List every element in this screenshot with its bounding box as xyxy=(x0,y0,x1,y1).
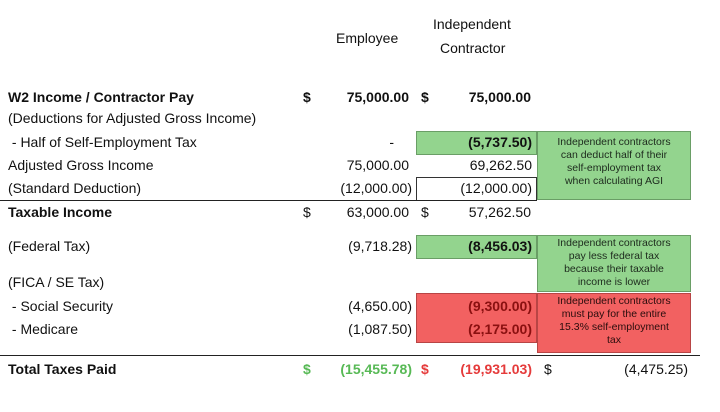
contractor-value: (2,175.00) xyxy=(468,321,532,337)
divider xyxy=(0,200,537,201)
currency: $ xyxy=(421,89,429,105)
row-label: - Social Security xyxy=(8,298,114,314)
note-line: Independent contractors xyxy=(557,237,671,249)
note-line: when calculating AGI xyxy=(564,175,664,187)
contractor-value: (19,931.03) xyxy=(460,361,532,377)
note-line: can deduct half of their xyxy=(560,149,668,161)
note-line: self-employment tax xyxy=(567,162,661,174)
contractor-value: (8,456.03) xyxy=(468,238,532,254)
employee-value: 75,000.00 xyxy=(346,89,409,105)
contractor-value: 57,262.50 xyxy=(468,204,531,220)
row-label: Adjusted Gross Income xyxy=(8,157,154,173)
note: Independent contractors must pay for the… xyxy=(538,295,690,347)
contractor-value: 75,000.00 xyxy=(468,89,531,105)
currency: $ xyxy=(421,361,429,377)
difference-value: (4,475.25) xyxy=(624,361,688,377)
employee-value: (12,000.00) xyxy=(340,180,412,196)
note-line: Independent contractors xyxy=(557,295,671,307)
employee-value: (15,455.78) xyxy=(340,361,412,377)
employee-value: (1,087.50) xyxy=(348,321,412,337)
note-line: income is lower xyxy=(577,276,651,288)
row-label: (FICA / SE Tax) xyxy=(8,274,105,290)
employee-value: 75,000.00 xyxy=(346,157,409,173)
contractor-value: (5,737.50) xyxy=(468,134,532,150)
contractor-value: (12,000.00) xyxy=(460,180,532,196)
currency: $ xyxy=(421,204,429,220)
column-header: Contractor xyxy=(440,40,506,56)
note-line: 15.3% self-employment xyxy=(559,321,669,333)
contractor-value: (9,300.00) xyxy=(468,298,532,314)
note: Independent contractors pay less federal… xyxy=(538,237,690,289)
divider xyxy=(0,355,700,356)
currency: $ xyxy=(303,361,311,377)
note-line: must pay for the entire xyxy=(561,308,667,320)
row-label: - Medicare xyxy=(8,321,79,337)
column-header: Independent xyxy=(433,16,511,32)
note-line: pay less federal tax xyxy=(568,250,660,262)
column-header: Employee xyxy=(336,30,399,46)
row-label: (Standard Deduction) xyxy=(8,180,142,196)
note-line: tax xyxy=(606,334,621,346)
row-label: Taxable Income xyxy=(8,204,113,220)
row-label: Total Taxes Paid xyxy=(8,361,117,377)
row-label: W2 Income / Contractor Pay xyxy=(8,89,194,105)
note-box xyxy=(537,131,691,200)
employee-value: (9,718.28) xyxy=(348,238,412,254)
employee-value: 63,000.00 xyxy=(346,204,409,220)
contractor-value: 69,262.50 xyxy=(469,157,532,173)
currency: $ xyxy=(544,361,552,377)
currency: $ xyxy=(303,89,311,105)
note-box xyxy=(537,293,691,353)
note: Independent contractors can deduct half … xyxy=(538,136,690,188)
note-line: because their taxable xyxy=(564,263,664,275)
employee-value: (4,650.00) xyxy=(348,298,412,314)
note-line: Independent contractors xyxy=(557,136,671,148)
employee-value: - xyxy=(389,134,394,150)
note-box xyxy=(537,235,691,292)
highlight-cell xyxy=(416,293,537,343)
highlight-cell xyxy=(416,235,537,259)
highlight-cell xyxy=(416,131,537,155)
row-label: - Half of Self-Employment Tax xyxy=(8,134,197,150)
currency: $ xyxy=(303,204,311,220)
row-label: (Deductions for Adjusted Gross Income) xyxy=(8,110,257,126)
row-label: (Federal Tax) xyxy=(8,238,91,254)
